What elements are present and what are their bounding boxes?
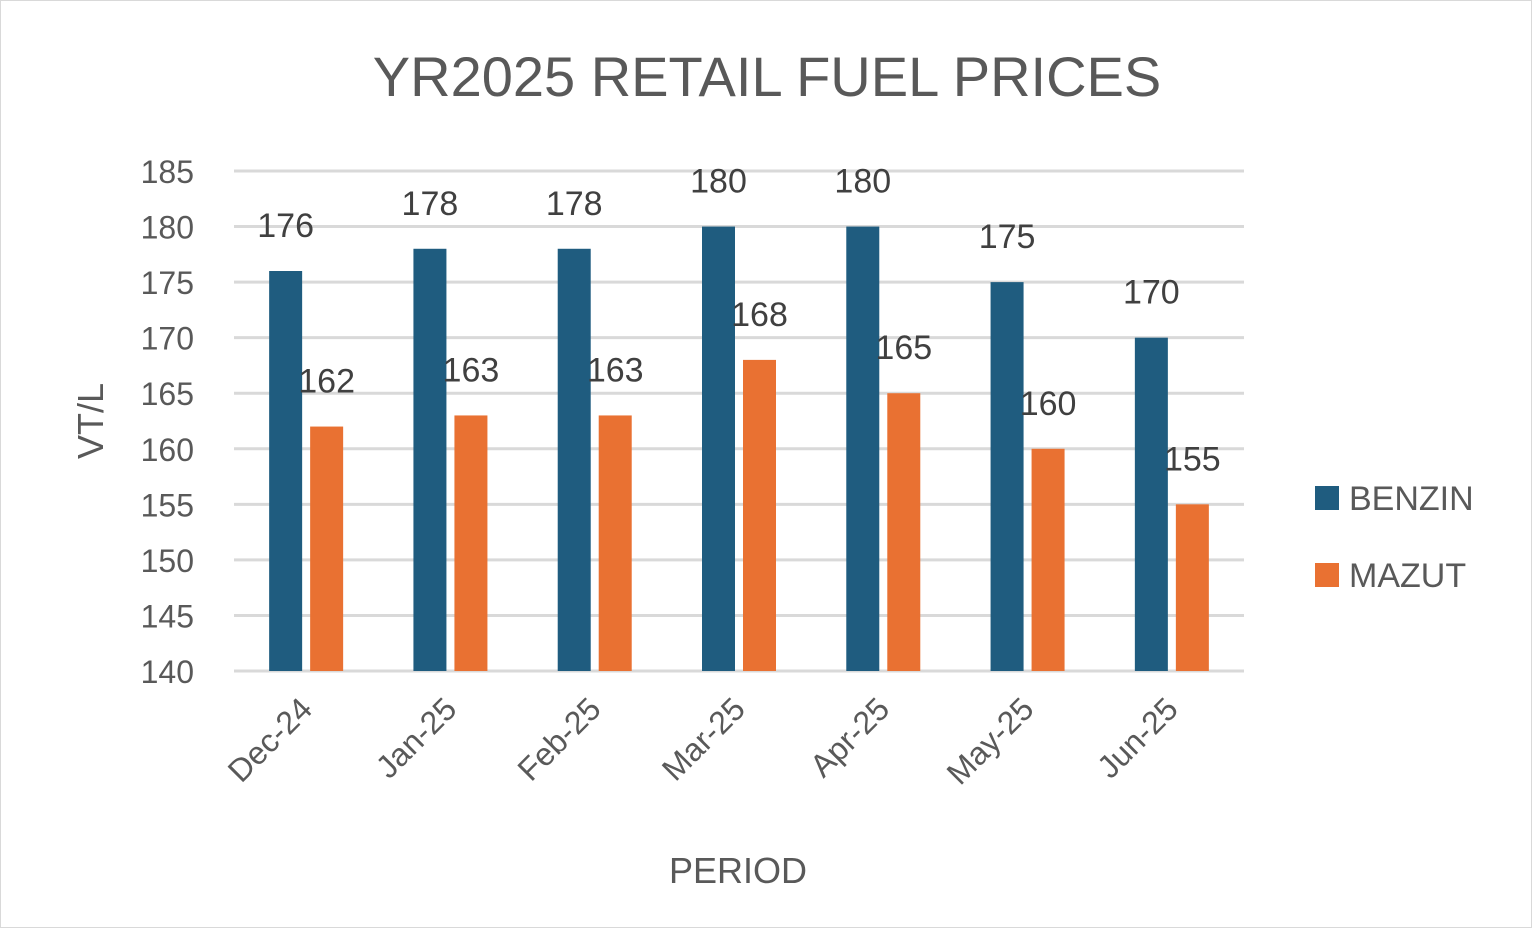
bar-benzin-dec-24 [269, 271, 303, 671]
data-label-benzin: 178 [546, 185, 603, 223]
y-tick-label: 170 [141, 321, 194, 357]
bars [269, 226, 1209, 672]
bar-benzin-feb-25 [557, 248, 591, 671]
chart-title: YR2025 RETAIL FUEL PRICES [373, 45, 1161, 108]
x-axis-title: PERIOD [669, 850, 807, 891]
x-tick-label: Feb-25 [511, 690, 608, 787]
data-label-benzin: 180 [834, 163, 891, 201]
y-tick-label: 165 [141, 376, 194, 412]
data-label-benzin: 178 [402, 185, 459, 223]
legend: BENZIN MAZUT [1315, 480, 1474, 595]
legend-label-mazut: MAZUT [1349, 557, 1466, 595]
bar-mazut-apr-25 [887, 393, 921, 671]
data-label-benzin: 176 [257, 207, 314, 245]
bar-mazut-dec-24 [310, 426, 344, 671]
data-label-mazut: 162 [298, 363, 355, 401]
data-label-benzin: 180 [690, 163, 747, 201]
data-label-mazut: 155 [1164, 440, 1221, 478]
bar-mazut-jan-25 [454, 415, 488, 671]
y-tick-label: 140 [141, 654, 194, 690]
y-axis-ticks: 140 145 150 155 160 165 170 175 180 185 [141, 154, 194, 690]
x-tick-label: Apr-25 [803, 690, 896, 783]
legend-swatch-benzin [1315, 486, 1339, 510]
x-tick-label: May-25 [940, 690, 1041, 791]
x-tick-label: Jun-25 [1090, 690, 1185, 785]
x-axis-ticks: Dec-24 Jan-25 Feb-25 Mar-25 Apr-25 May-25 Jun-… [221, 690, 1185, 791]
y-tick-label: 180 [141, 210, 194, 246]
legend-label-benzin: BENZIN [1349, 480, 1474, 518]
data-label-mazut: 163 [587, 351, 644, 389]
y-tick-label: 185 [141, 154, 194, 190]
data-label-benzin: 170 [1123, 274, 1180, 312]
bar-benzin-jan-25 [413, 248, 447, 671]
data-label-benzin: 175 [979, 218, 1036, 256]
bar-benzin-apr-25 [846, 226, 880, 672]
y-tick-label: 155 [141, 487, 194, 523]
bar-mazut-feb-25 [598, 415, 632, 671]
x-tick-label: Dec-24 [221, 690, 319, 788]
x-tick-label: Jan-25 [369, 690, 464, 785]
y-tick-label: 145 [141, 598, 194, 634]
data-label-mazut: 163 [443, 351, 500, 389]
y-tick-label: 175 [141, 265, 194, 301]
y-axis-title: VT/L [70, 383, 111, 459]
gridlines [234, 169, 1244, 673]
x-tick-label: Mar-25 [655, 690, 752, 787]
data-label-mazut: 168 [731, 296, 788, 334]
y-tick-label: 160 [141, 432, 194, 468]
bar-benzin-may-25 [990, 282, 1024, 671]
data-labels: 176 162 178 163 178 163 180 168 180 165 175 160 170 1… [257, 163, 1220, 479]
data-label-mazut: 160 [1020, 385, 1077, 423]
bar-mazut-mar-25 [743, 359, 776, 671]
legend-swatch-mazut [1315, 563, 1339, 587]
bar-mazut-jun-25 [1175, 504, 1209, 671]
data-label-mazut: 165 [875, 329, 932, 367]
y-tick-label: 150 [141, 543, 194, 579]
bar-benzin-mar-25 [702, 226, 735, 672]
bar-mazut-may-25 [1031, 448, 1065, 671]
bar-benzin-jun-25 [1134, 337, 1168, 671]
